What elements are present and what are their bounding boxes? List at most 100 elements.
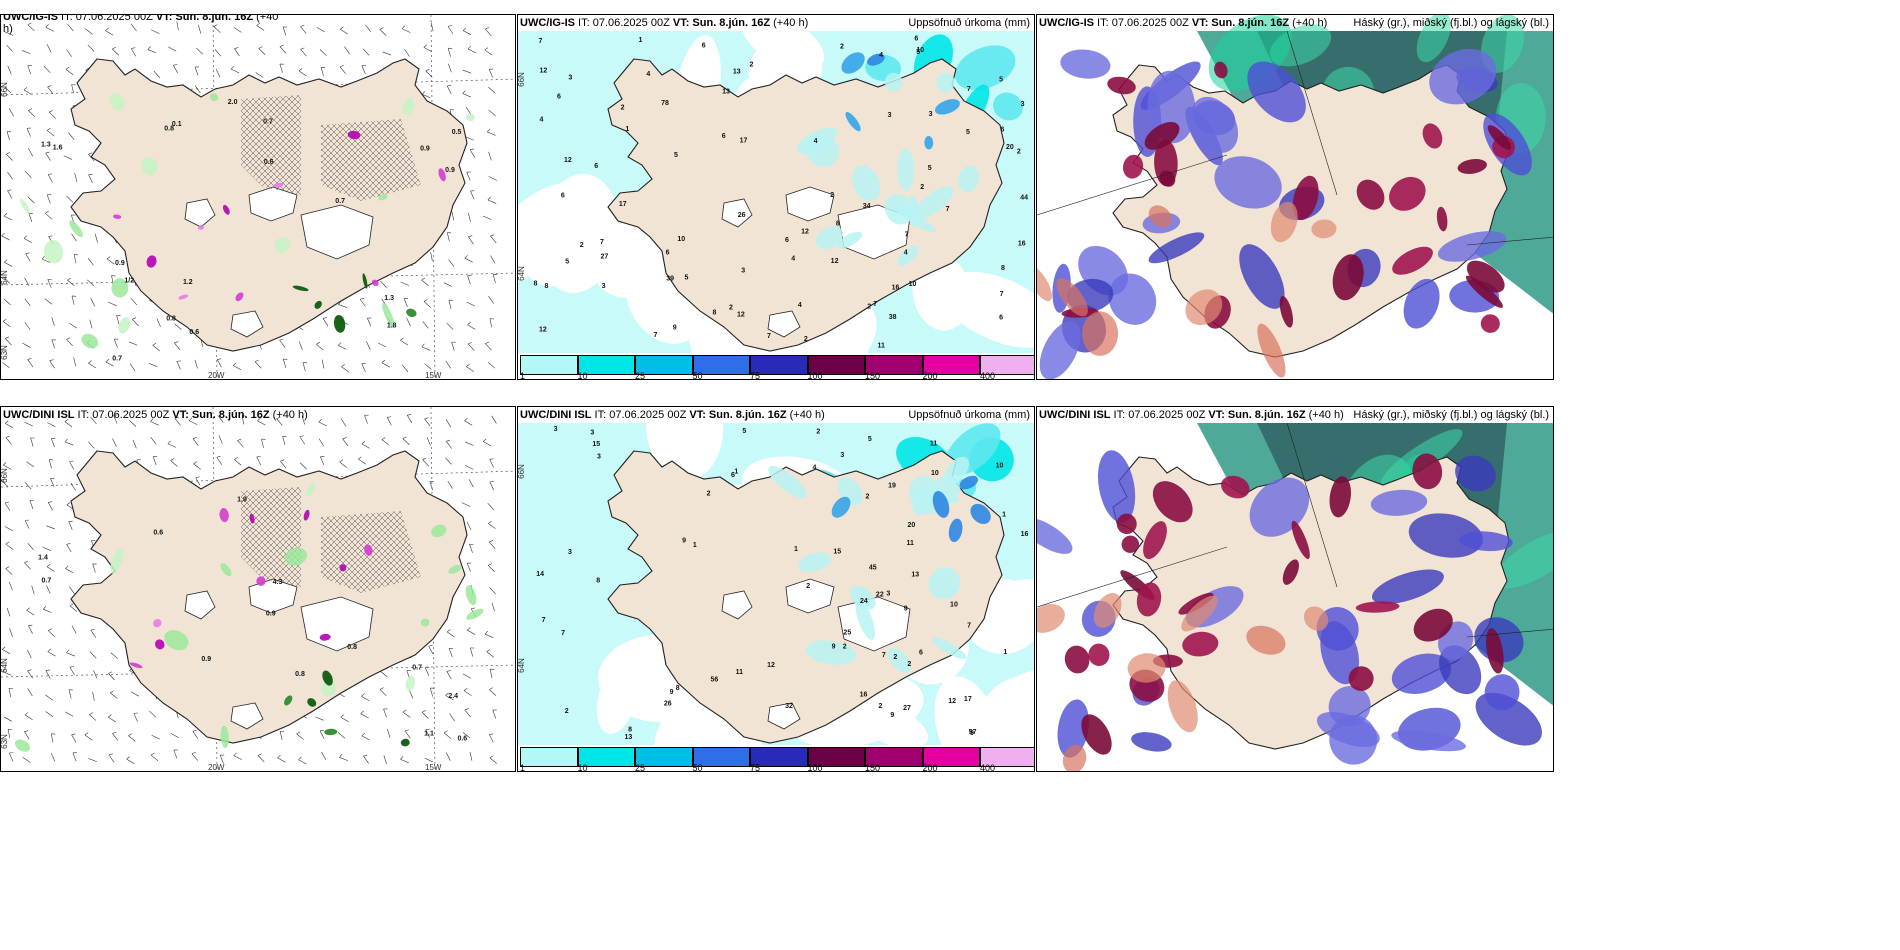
precip-amount-label-value: 44: [1020, 194, 1028, 201]
precip-amount-label-value: 1: [625, 126, 629, 133]
lat-label-64: 64N: [0, 658, 9, 673]
precip-amount-label-value: 7: [1000, 291, 1004, 298]
wind-speed-label-value: 0.6: [264, 159, 274, 166]
precip-amount-label-value: 7: [600, 239, 604, 246]
panel-right-label: Háský (gr.), miðský (fj.bl.) og lágský (…: [1353, 17, 1549, 29]
field-blobs: [796, 72, 980, 267]
precip-amount-label-value: 38: [889, 314, 897, 321]
colorbar-swatch: [922, 747, 980, 767]
precip-amount-label-value: 26: [664, 700, 672, 707]
lat-label-66: 66N: [0, 468, 9, 483]
valid-time: VT: Sun. 8.jún. 16Z: [172, 409, 270, 421]
colorbar-tick-label: 10: [577, 371, 588, 380]
wind-speed-label-value: 0.7: [42, 578, 52, 585]
wind-speed-label-value: 0.6: [457, 736, 467, 743]
valid-time: VT: Sun. 8.jún. 16Z: [155, 14, 254, 23]
precip-amount-label-value: 7: [946, 206, 950, 213]
precip-amount-label-value: 5: [868, 436, 872, 443]
field-blobs: [112, 130, 446, 302]
panel-title: UWC/IG-IS IT: 07.06.2025 00Z VT: Sun. 8.…: [1039, 17, 1327, 29]
panel-title: UWC/DINI ISL IT: 07.06.2025 00Z VT: Sun.…: [1039, 409, 1344, 421]
projection-lines: [1037, 30, 1553, 246]
panel-bottom-mid-precip-map: UWC/DINI ISL IT: 07.06.2025 00Z VT: Sun.…: [517, 406, 1035, 772]
precip-amount-label-value: 3: [568, 75, 572, 82]
precip-amount-label-value: 6: [666, 250, 670, 257]
colorbar-tick-label: 150: [865, 371, 881, 380]
precip-amount-label-value: 56: [711, 677, 719, 684]
lat-label-66: 66N: [517, 464, 526, 479]
precip-amount-label-value: 7: [882, 652, 886, 659]
wind-barbs-map: 0.1 1.3 0.8 0.7 2.0 0.7 0.7 0.9 0.5 1/2 0.6 0.9 1.6 0…: [1, 15, 515, 379]
precip-amount-label-value: 1: [734, 468, 738, 475]
precip-amount-label-value: 10: [677, 236, 685, 243]
wind-speed-label-value: 0.7: [412, 664, 422, 671]
glacier-outline: [785, 578, 835, 614]
glacier-outline: [767, 310, 801, 338]
precip-amount-label-value: 5: [742, 428, 746, 435]
panel-top-left-wind-map: UWC/IG-IS IT: 07.06.2025 00Z VT: Sun. 8.…: [0, 14, 516, 380]
init-time: IT: 07.06.2025 00Z: [591, 409, 690, 421]
precip-amount-label-value: 2: [907, 661, 911, 668]
colorbar-tick-label: 1: [520, 763, 526, 772]
hatched-area: [321, 119, 421, 201]
precip-amount-label-value: 12: [767, 662, 775, 669]
glacier-outline: [300, 596, 374, 652]
panel-right-label: Uppsöfnuð úrkoma (mm): [908, 17, 1030, 29]
precip-amount-label-value: 7: [561, 630, 565, 637]
precip-amount-label-value: 19: [888, 482, 896, 489]
colorbar-tick-label: 400: [980, 371, 996, 380]
precip-amount-label-value: 17: [964, 696, 972, 703]
precip-amount-label-value: 2: [565, 708, 569, 715]
precip-amount-label-value: 2: [879, 703, 883, 710]
precip-amount-label: 2043148179103222210169111191626271257254…: [536, 426, 1028, 741]
wind-speed-label-value: 0.9: [201, 656, 211, 663]
lead-time: (+40 h): [770, 17, 809, 29]
precip-amount-label-value: 8: [544, 283, 548, 290]
precip-amount-label-value: 4: [540, 117, 544, 124]
precip-amount-label-value: 7: [767, 333, 771, 340]
precip-amount-label-value: 3: [888, 112, 892, 119]
precip-amount-label-value: 2: [806, 583, 810, 590]
precip-map: 2043148179103222210169111191626271257254…: [518, 407, 1034, 771]
precip-amount-label-value: 12: [831, 258, 839, 265]
precip-amount-label-value: 13: [733, 68, 741, 75]
colorbar-tick-label: 100: [807, 371, 823, 380]
wind-speed-label: 0.6 1.1 0.7 0.7 0.8 0.9 1.9 0.6 0.8 0.9 1.4 4.3 2.4: [38, 496, 467, 742]
precip-amount-label-value: 12: [801, 229, 809, 236]
wind-speed-label-value: 1.1: [424, 730, 434, 737]
precip-amount-label-value: 6: [999, 314, 1003, 321]
precip-amount-label-value: 57: [969, 729, 977, 736]
precip-amount-label-value: 2: [867, 303, 871, 310]
init-time: IT: 07.06.2025 00Z: [575, 17, 673, 29]
colorbar-ticks: 1 10 25 50 75 100 150 200 400: [520, 371, 1034, 380]
precip-amount-label-value: 5: [928, 165, 932, 172]
field-blobs: [292, 273, 417, 333]
colorbar-tick-label: 75: [750, 763, 761, 772]
precip-amount-label: 3775467215677468791222681234383916202713…: [534, 36, 1029, 350]
glacier-outline: [721, 590, 753, 620]
colorbar-tick-label: 25: [635, 371, 646, 380]
glacier-outline: [230, 702, 264, 730]
precip-amount-label-value: 6: [702, 42, 706, 49]
field-blobs: [284, 670, 410, 747]
colorbar-tick-label: 200: [922, 763, 938, 772]
precip-amount-label-value: 16: [892, 285, 900, 292]
wind-speed-label-value: 2.4: [448, 693, 458, 700]
cloud-cover-map: [1037, 422, 1553, 771]
wind-speed-label-value: 0.7: [335, 198, 345, 205]
field-blobs: [1037, 201, 1337, 378]
precip-amount-label-value: 6: [1000, 127, 1004, 134]
model-name: UWC/DINI ISL: [520, 409, 592, 421]
precip-amount-label-value: 6: [919, 649, 923, 656]
model-name: UWC/DINI ISL: [1039, 409, 1111, 421]
precip-amount-label-value: 8: [1001, 265, 1005, 272]
panel-bottom-right-cloud-map: UWC/DINI ISL IT: 07.06.2025 00Z VT: Sun.…: [1036, 406, 1554, 772]
precip-amount-label-value: 2: [729, 304, 733, 311]
wind-speed-label-value: 1.3: [41, 141, 51, 148]
precip-amount-label-value: 8: [596, 578, 600, 585]
model-name: UWC/IG-IS: [1039, 17, 1094, 29]
panel-right-label: Uppsöfnuð úrkoma (mm): [908, 409, 1030, 421]
field-blobs: [1064, 453, 1504, 755]
precip-amount-label-value: 4: [791, 256, 795, 263]
precip-amount-label-value: 10: [950, 601, 958, 608]
